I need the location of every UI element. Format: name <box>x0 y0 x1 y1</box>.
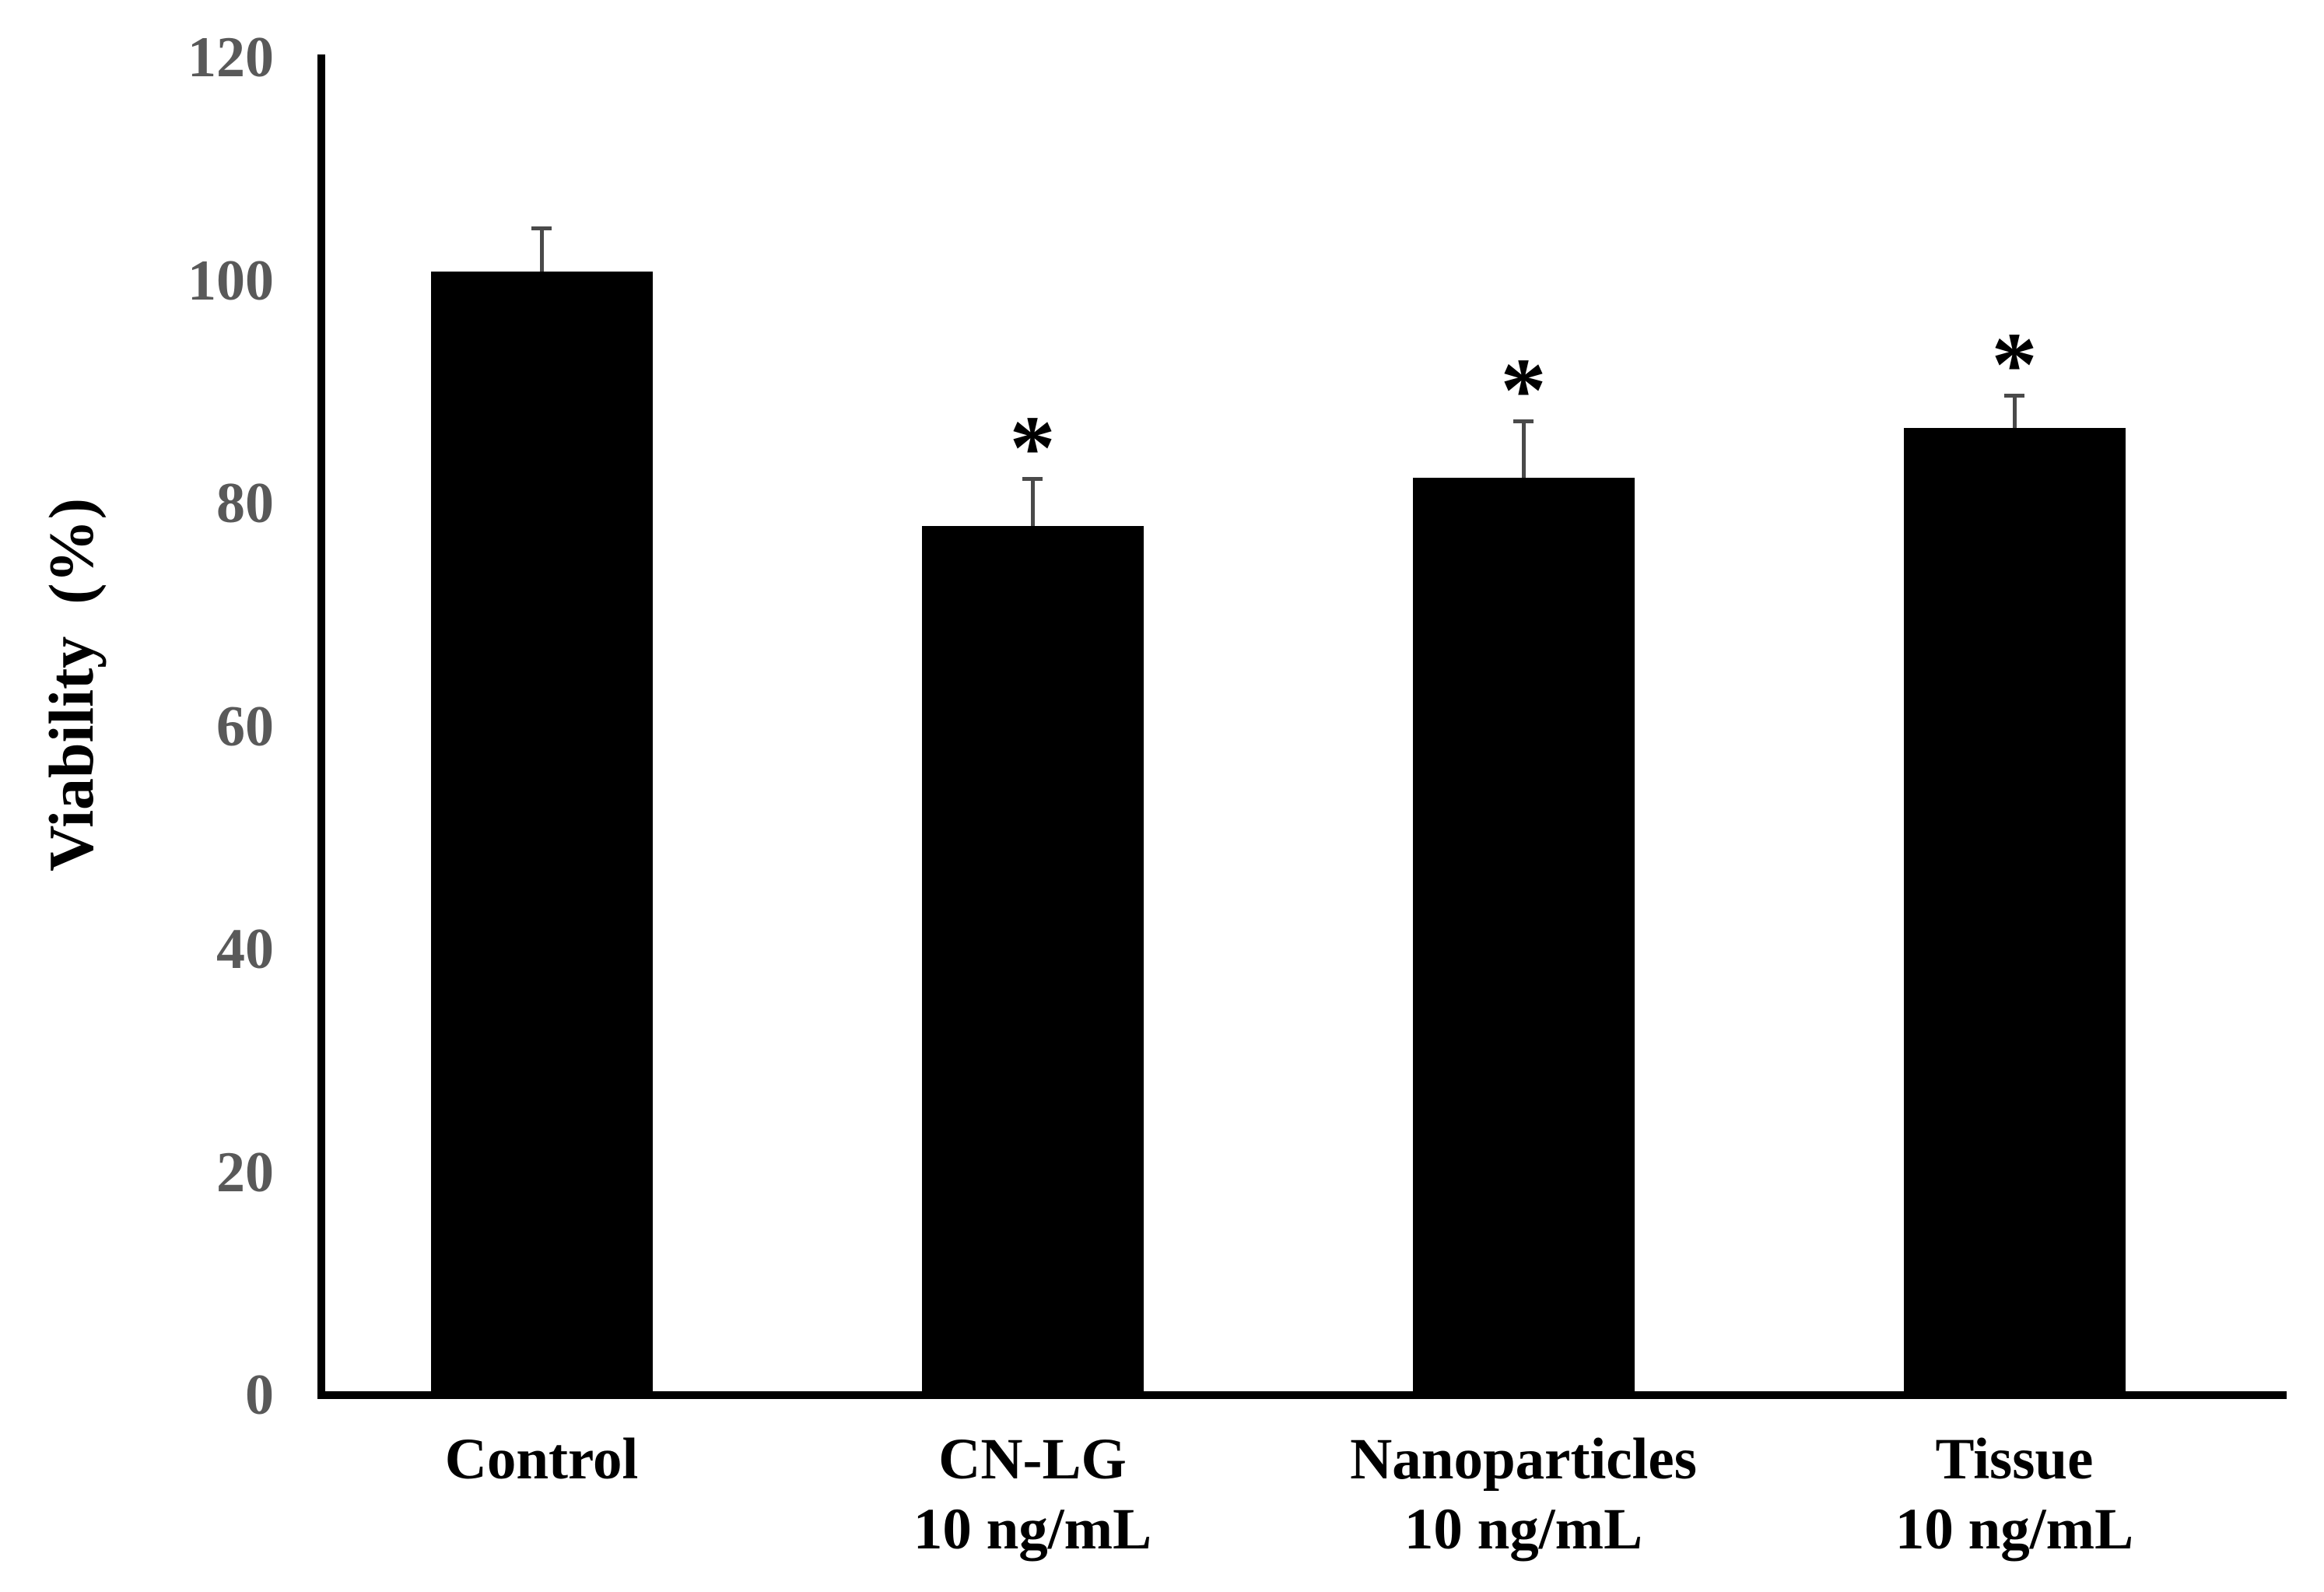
category-label-nanoparticles: Nanoparticles <box>1350 1427 1697 1492</box>
significance-asterisk: * <box>1009 397 1056 500</box>
category-label-cn-lg-dose: 10 ng/mL <box>913 1497 1152 1562</box>
category-label-cn-lg: CN-LG <box>938 1427 1127 1492</box>
y-tick-label-40: 40 <box>216 917 274 981</box>
bar-nanoparticles <box>1412 478 1635 1395</box>
error-bar <box>539 228 544 272</box>
category-label-tissue: Tissue <box>1935 1427 2094 1492</box>
y-tick-label-60: 60 <box>216 694 274 759</box>
error-bar-cap <box>531 226 552 231</box>
bar-control <box>430 272 653 1395</box>
y-axis-line <box>317 54 325 1399</box>
error-bar <box>1521 420 1526 479</box>
error-bar-cap <box>1513 419 1534 423</box>
significance-asterisk: * <box>1991 314 2038 416</box>
category-label-control: Control <box>444 1427 639 1492</box>
x-axis-line <box>317 1391 2287 1399</box>
y-tick-label-100: 100 <box>188 248 274 313</box>
error-bar-cap <box>2004 394 2024 398</box>
bar-cn-lg <box>921 525 1144 1395</box>
error-bar <box>2012 395 2017 428</box>
error-bar <box>1030 479 1035 526</box>
y-tick-label-120: 120 <box>188 26 274 89</box>
error-bar-cap <box>1022 477 1043 482</box>
category-label-tissue-dose: 10 ng/mL <box>1895 1497 2134 1562</box>
y-tick-label-80: 80 <box>216 472 274 535</box>
category-label-nanoparticles-dose: 10 ng/mL <box>1404 1497 1643 1562</box>
y-tick-label-0: 0 <box>245 1363 274 1427</box>
y-tick-label-20: 20 <box>216 1140 274 1205</box>
significance-asterisk: * <box>1500 338 1547 441</box>
bar-tissue <box>1903 427 2126 1395</box>
